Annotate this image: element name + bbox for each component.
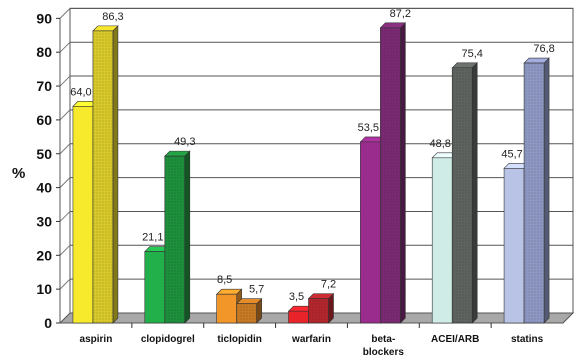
x-tick-label: statins <box>511 334 544 345</box>
y-tick-label: 0 <box>44 315 52 331</box>
y-tick-label: 10 <box>36 281 52 297</box>
data-label: 49,3 <box>174 136 195 148</box>
bar-aspirin-second <box>92 25 119 324</box>
y-tick-label: 30 <box>36 213 52 229</box>
x-axis-ticks: aspirin clopidogrel ticlopidin warfarin beta… <box>80 323 544 358</box>
y-tick-label: 20 <box>36 247 52 263</box>
bar-ticlopidin-second <box>235 297 263 324</box>
bar-statins-second <box>523 57 550 324</box>
y-axis-ticks: 0 10 20 30 40 50 60 70 80 90 <box>36 10 60 331</box>
data-label: 86,3 <box>102 11 123 23</box>
y-tick-label: 80 <box>36 44 52 60</box>
y-tick-label: 90 <box>36 10 52 26</box>
data-label: 75,4 <box>462 48 483 60</box>
bar-beta-blockers-second <box>379 22 407 324</box>
data-label: 8,5 <box>217 274 232 286</box>
bar-warfarin-second <box>307 292 335 324</box>
data-label: 45,7 <box>501 148 522 160</box>
data-label: 7,2 <box>321 279 336 291</box>
x-tick-label: clopidogrel <box>141 334 195 345</box>
data-label: 5,7 <box>249 284 264 296</box>
x-tick-label: beta-blockers <box>363 334 405 358</box>
bars: 64,0 86,3 21,1 49,3 8,5 5,7 3,5 7,2 53,5 87,2 48,8… <box>70 8 555 324</box>
x-tick-label: aspirin <box>80 334 113 345</box>
x-tick-label: ticlopidin <box>217 334 261 345</box>
data-label: 87,2 <box>390 8 411 20</box>
data-label: 64,0 <box>70 86 91 98</box>
y-tick-label: 70 <box>36 78 52 94</box>
data-label: 76,8 <box>533 43 554 55</box>
data-label: 3,5 <box>289 291 304 303</box>
y-tick-label: 40 <box>36 180 52 196</box>
bar-clopidogrel-second <box>164 150 191 324</box>
bar-ACEI/ARB-second <box>451 62 478 324</box>
data-label: 48,8 <box>430 138 451 150</box>
x-tick-label: ACEI/ARB <box>431 334 479 345</box>
x-tick-label: warfarin <box>291 334 331 345</box>
data-label: 53,5 <box>358 122 379 134</box>
data-label: 21,1 <box>142 232 163 244</box>
gridlines <box>59 7 573 290</box>
y-tick-label: 50 <box>36 146 52 162</box>
y-tick-label: 60 <box>36 112 52 128</box>
y-axis-label: % <box>12 165 25 182</box>
